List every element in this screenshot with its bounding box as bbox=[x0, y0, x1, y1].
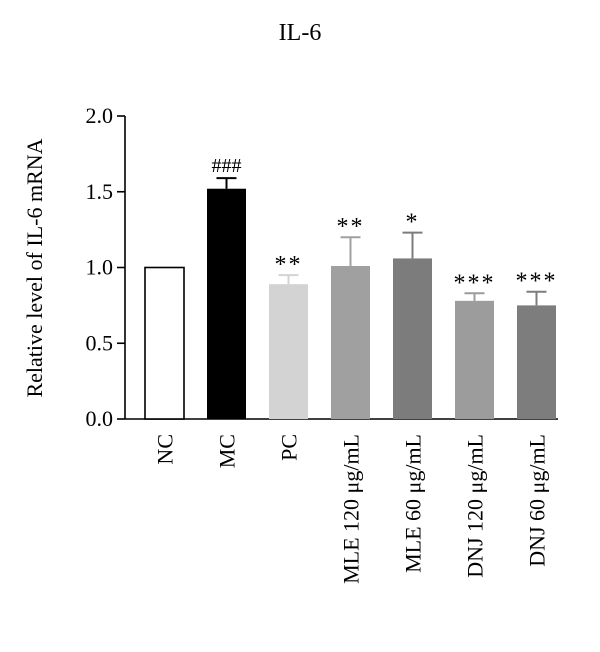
bars: ###**** **** *** bbox=[144, 155, 558, 420]
significance-label: ### bbox=[212, 155, 242, 177]
x-tick-label: MC bbox=[215, 434, 240, 468]
significance-label: *** bbox=[454, 270, 496, 296]
x-tick-label: DNJ 120 μg/mL bbox=[463, 434, 488, 578]
x-tick-label: NC bbox=[153, 434, 178, 465]
significance-label: *** bbox=[516, 269, 558, 295]
y-tick-label: 0.5 bbox=[86, 330, 114, 355]
bar bbox=[455, 300, 494, 419]
y-tick-label: 1.5 bbox=[86, 179, 114, 204]
x-tick-label: MLE 120 μg/mL bbox=[339, 434, 364, 584]
x-tick-label: MLE 60 μg/mL bbox=[401, 434, 426, 573]
significance-label: ** bbox=[275, 252, 303, 278]
bar bbox=[393, 258, 432, 419]
x-axis-labels: NC MC PC MLE 120 μg/mL MLE 60 μg/mL DNJ 120 μ… bbox=[153, 434, 550, 584]
chart-title: IL-6 bbox=[278, 20, 322, 46]
bar bbox=[144, 266, 185, 420]
y-axis-label: Relative level of IL-6 mRNA bbox=[22, 138, 47, 397]
y-tick-label: 2.0 bbox=[86, 103, 114, 128]
bar bbox=[517, 305, 556, 419]
y-tick-label: 1.0 bbox=[86, 255, 114, 280]
x-tick-label: DNJ 60 μg/mL bbox=[525, 434, 550, 567]
significance-label: ** bbox=[337, 214, 365, 240]
x-tick-label: PC bbox=[277, 434, 302, 461]
bar bbox=[269, 284, 308, 419]
bar bbox=[207, 188, 246, 419]
bar bbox=[331, 265, 370, 419]
significance-label: * bbox=[406, 210, 420, 236]
y-tick-label: 0.0 bbox=[86, 406, 114, 431]
